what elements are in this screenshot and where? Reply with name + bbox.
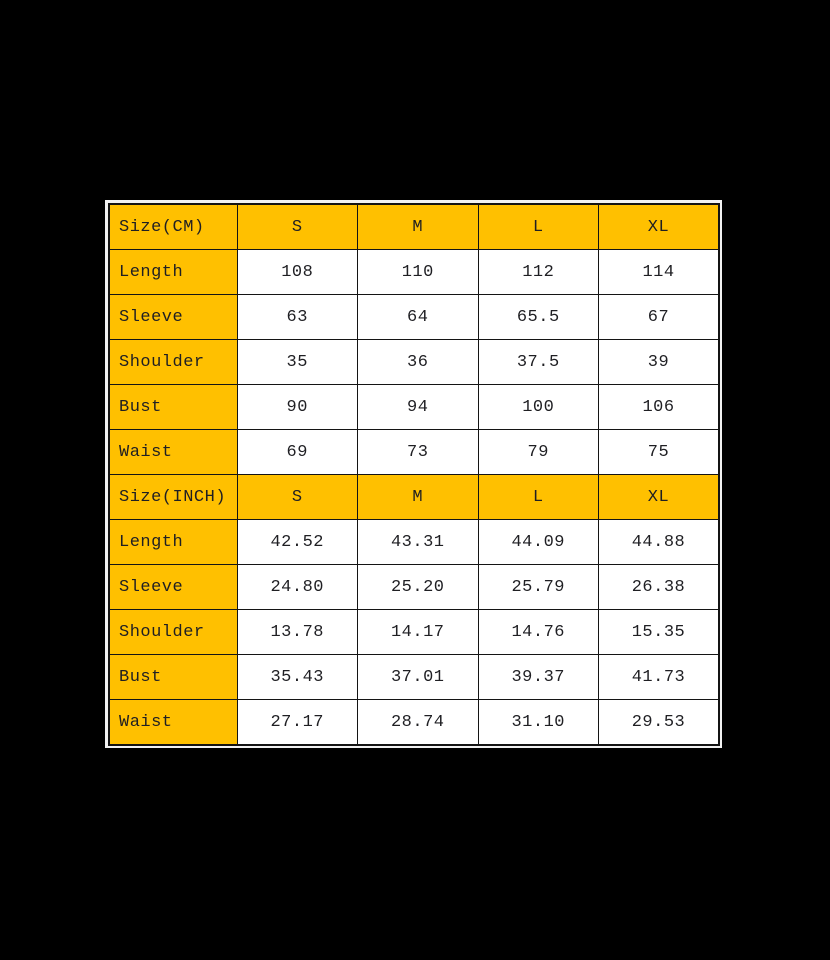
measurement-value-cell: 39.37: [477, 654, 599, 700]
measurement-value-cell: 63: [236, 294, 358, 340]
measurement-value-cell: 31.10: [477, 699, 599, 746]
measurement-label-cell: Waist: [108, 429, 238, 475]
measurement-value-cell: 94: [357, 384, 479, 430]
measurement-label-cell: Sleeve: [108, 564, 238, 610]
size-column-header-cell: M: [357, 474, 479, 520]
measurement-label-cell: Length: [108, 249, 238, 295]
section-title-cell: Size(INCH): [108, 474, 238, 520]
measurement-label-cell: Bust: [108, 654, 238, 700]
measurement-value-cell: 112: [477, 249, 599, 295]
size-column-header-cell: S: [236, 474, 358, 520]
size-column-header-cell: XL: [598, 203, 720, 250]
measurement-value-cell: 14.17: [357, 609, 479, 655]
measurement-value-cell: 37.01: [357, 654, 479, 700]
measurement-value-cell: 41.73: [598, 654, 720, 700]
measurement-label-cell: Shoulder: [108, 609, 238, 655]
measurement-value-cell: 42.52: [236, 519, 358, 565]
measurement-value-cell: 64: [357, 294, 479, 340]
table-row: Shoulder 35 36 37.5 39: [108, 339, 720, 385]
measurement-value-cell: 35: [236, 339, 358, 385]
table-row: Length 108 110 112 114: [108, 249, 720, 295]
measurement-value-cell: 65.5: [477, 294, 599, 340]
measurement-value-cell: 100: [477, 384, 599, 430]
table-row: Length 42.52 43.31 44.09 44.88: [108, 519, 720, 565]
measurement-value-cell: 24.80: [236, 564, 358, 610]
measurement-value-cell: 27.17: [236, 699, 358, 746]
size-chart-table: Size(CM) S M L XL Length 108 110 112 114 Sleeve 63 6…: [108, 203, 720, 746]
measurement-value-cell: 28.74: [357, 699, 479, 746]
measurement-value-cell: 25.20: [357, 564, 479, 610]
measurement-value-cell: 15.35: [598, 609, 720, 655]
table-row: Shoulder 13.78 14.17 14.76 15.35: [108, 609, 720, 655]
table-row: Sleeve 24.80 25.20 25.79 26.38: [108, 564, 720, 610]
size-column-header-cell: M: [357, 203, 479, 250]
measurement-value-cell: 69: [236, 429, 358, 475]
measurement-label-cell: Length: [108, 519, 238, 565]
section-title-cell: Size(CM): [108, 203, 238, 250]
size-column-header-cell: L: [477, 474, 599, 520]
table-row: Waist 69 73 79 75: [108, 429, 720, 475]
measurement-value-cell: 108: [236, 249, 358, 295]
measurement-value-cell: 90: [236, 384, 358, 430]
measurement-label-cell: Bust: [108, 384, 238, 430]
measurement-value-cell: 44.88: [598, 519, 720, 565]
measurement-value-cell: 67: [598, 294, 720, 340]
measurement-value-cell: 29.53: [598, 699, 720, 746]
table-row: Sleeve 63 64 65.5 67: [108, 294, 720, 340]
measurement-value-cell: 25.79: [477, 564, 599, 610]
measurement-value-cell: 43.31: [357, 519, 479, 565]
size-column-header-cell: S: [236, 203, 358, 250]
table-row: Waist 27.17 28.74 31.10 29.53: [108, 699, 720, 746]
measurement-value-cell: 39: [598, 339, 720, 385]
measurement-value-cell: 36: [357, 339, 479, 385]
measurement-value-cell: 73: [357, 429, 479, 475]
size-chart-container: Size(CM) S M L XL Length 108 110 112 114 Sleeve 63 6…: [105, 200, 722, 748]
table-row: Bust 35.43 37.01 39.37 41.73: [108, 654, 720, 700]
size-column-header-cell: L: [477, 203, 599, 250]
measurement-label-cell: Shoulder: [108, 339, 238, 385]
table-row: Bust 90 94 100 106: [108, 384, 720, 430]
measurement-value-cell: 79: [477, 429, 599, 475]
measurement-value-cell: 26.38: [598, 564, 720, 610]
measurement-value-cell: 114: [598, 249, 720, 295]
measurement-value-cell: 110: [357, 249, 479, 295]
section-header-row: Size(INCH) S M L XL: [108, 474, 720, 520]
measurement-value-cell: 13.78: [236, 609, 358, 655]
measurement-value-cell: 35.43: [236, 654, 358, 700]
section-header-row: Size(CM) S M L XL: [108, 203, 720, 250]
measurement-label-cell: Sleeve: [108, 294, 238, 340]
size-column-header-cell: XL: [598, 474, 720, 520]
measurement-value-cell: 44.09: [477, 519, 599, 565]
measurement-value-cell: 75: [598, 429, 720, 475]
measurement-label-cell: Waist: [108, 699, 238, 746]
measurement-value-cell: 14.76: [477, 609, 599, 655]
measurement-value-cell: 37.5: [477, 339, 599, 385]
measurement-value-cell: 106: [598, 384, 720, 430]
